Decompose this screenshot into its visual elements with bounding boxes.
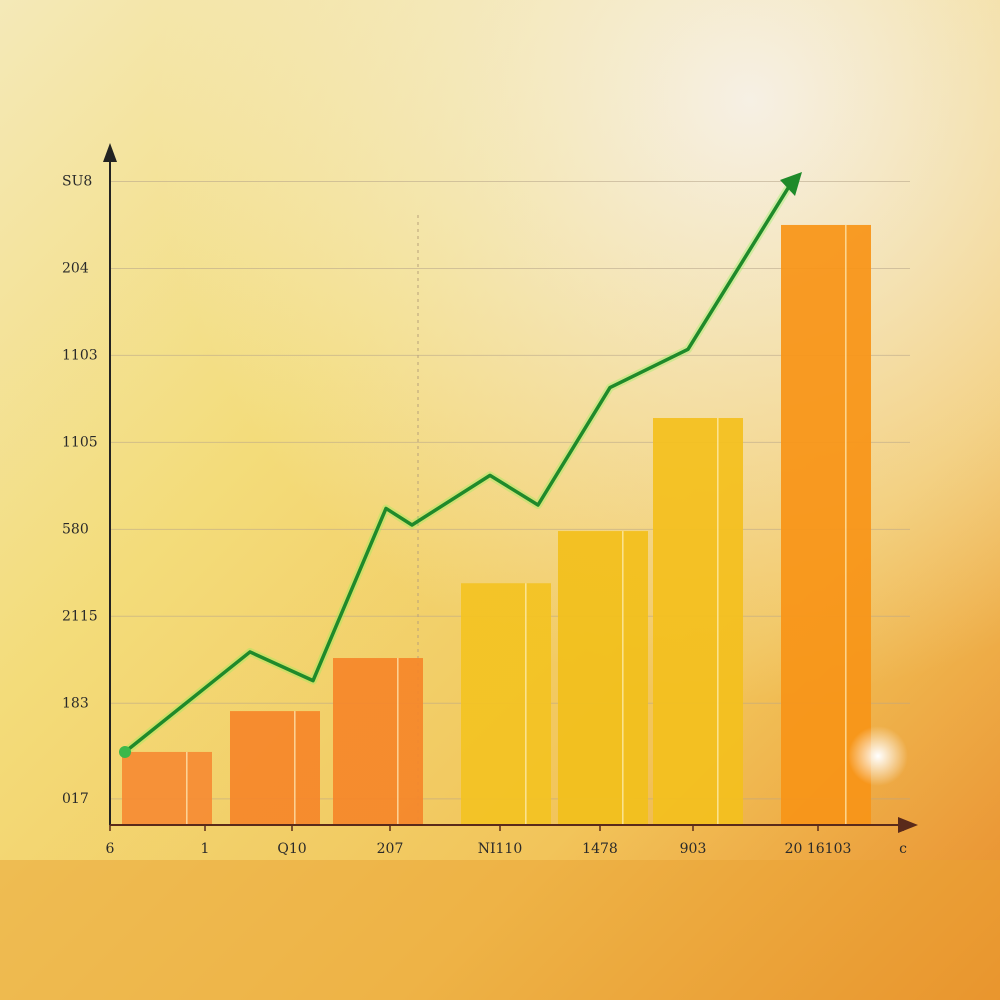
bar	[230, 711, 320, 825]
y-tick-label: 1103	[62, 347, 98, 363]
y-tick-label: SU8	[62, 173, 92, 189]
x-axis-arrow	[898, 817, 918, 833]
bar	[122, 751, 212, 825]
x-tick-label: NI110	[478, 841, 523, 857]
bar	[461, 583, 551, 825]
x-tick-label: 20 16103	[785, 841, 852, 857]
x-tick-label: 1478	[582, 841, 618, 857]
bar	[333, 658, 423, 825]
trend-start-dot	[119, 745, 131, 758]
x-tick-label: c	[899, 841, 907, 857]
plot-area: 017 183 2115 580 1105 1103 204 SU8 6 1 Q10 207 NI110…	[62, 173, 910, 857]
y-tick-label: 017	[62, 791, 89, 807]
x-tick-label: 6	[106, 841, 115, 857]
light-flare	[848, 726, 908, 786]
bar	[781, 224, 871, 825]
y-axis-arrow	[103, 143, 117, 162]
x-tick-label: 207	[377, 841, 404, 857]
bar	[558, 531, 648, 825]
trend-line	[123, 184, 792, 754]
floor-band	[0, 860, 1000, 1000]
y-tick-label: 1105	[62, 434, 98, 450]
x-tick-label: Q10	[277, 841, 306, 857]
y-tick-label: 183	[62, 695, 89, 711]
trend-arrowhead	[780, 172, 802, 196]
y-tick-label: 2115	[62, 608, 98, 624]
y-tick-label: 204	[62, 260, 89, 276]
bar	[653, 418, 743, 825]
x-tick-label: 903	[680, 841, 707, 857]
x-tick-label: 1	[201, 841, 210, 857]
y-tick-label: 580	[62, 521, 89, 537]
